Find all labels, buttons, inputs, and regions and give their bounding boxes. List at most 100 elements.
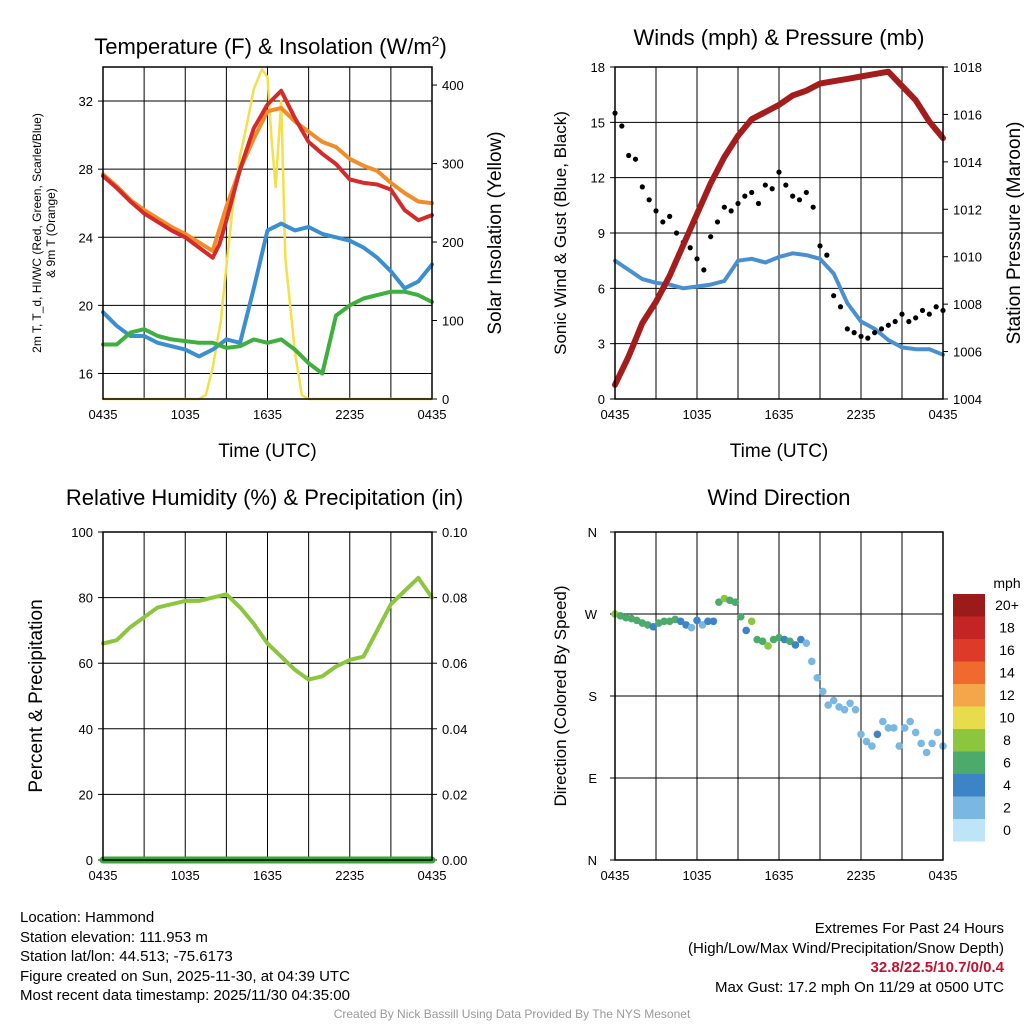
- direction-point: [900, 724, 909, 732]
- y-tick-label: 28: [79, 162, 93, 177]
- direction-point: [884, 724, 893, 732]
- direction-point: [840, 705, 849, 714]
- x-tick-label: 1635: [765, 868, 794, 883]
- gust-point: [626, 152, 632, 159]
- x-tick-label: 1635: [765, 407, 794, 422]
- direction-point: [797, 635, 805, 644]
- chart-title: Wind Direction: [707, 485, 850, 510]
- right-tick-label: 0.10: [442, 525, 467, 540]
- colorbar-swatch: [953, 661, 985, 684]
- right-tick-label: 1006: [953, 345, 982, 360]
- direction-point: [649, 622, 658, 631]
- colorbar-swatch: [953, 796, 985, 819]
- right-tick-label: 1012: [953, 202, 982, 217]
- created-text: Figure created on Sun, 2025-11-30, at 04…: [20, 967, 350, 985]
- location-text: Location: Hammond: [20, 909, 155, 926]
- right-tick-label: 0.04: [442, 722, 467, 737]
- direction-point: [928, 739, 936, 748]
- extremes-legend: (High/Low/Max Wind/Precipitation/Snow De…: [688, 939, 1004, 957]
- direction-point: [906, 717, 914, 726]
- y-axis-label: Percent & Precipitation: [26, 599, 47, 792]
- x-tick-label: 0435: [89, 868, 118, 883]
- gust-point: [878, 326, 885, 332]
- x-axis-label: Time (UTC): [730, 441, 829, 462]
- colorbar-swatch: [953, 684, 985, 707]
- colorbar-title: mph: [993, 575, 1020, 591]
- y-tick-label: 6: [598, 281, 605, 296]
- gust-point: [673, 230, 680, 236]
- direction-point: [862, 737, 871, 746]
- direction-point: [879, 717, 887, 726]
- plot-border: [102, 531, 433, 861]
- right-axis-label: Station Pressure (Maroon): [1004, 122, 1024, 345]
- right-tick-label: 0.06: [442, 656, 467, 671]
- x-tick-label: 2235: [847, 407, 876, 422]
- gust-point: [926, 311, 932, 317]
- winds-panel: 0435 1035 1635 2235 043503691215181004100610…: [551, 25, 1024, 462]
- gust-point: [714, 219, 721, 225]
- colorbar-swatch: [953, 706, 985, 729]
- direction-tick-label: N: [588, 525, 597, 540]
- x-tick-label: 0435: [418, 868, 447, 883]
- y-tick-label: 40: [79, 722, 93, 737]
- chart-title: Temperature (F) & Insolation (W/m2): [94, 33, 447, 59]
- right-tick-label: 1004: [953, 392, 982, 407]
- right-tick-label: 300: [442, 157, 464, 172]
- gust-point: [899, 311, 905, 317]
- gust-point: [810, 204, 816, 210]
- gust-point: [913, 315, 919, 321]
- right-tick-label: 0: [442, 392, 449, 407]
- x-tick-label: 1035: [171, 407, 200, 422]
- y-tick-label: 0: [86, 853, 93, 868]
- direction-point: [917, 739, 925, 748]
- colorbar-label: 4: [1003, 777, 1011, 793]
- gust-point: [639, 184, 645, 190]
- direction-point: [873, 730, 882, 739]
- right-tick-label: 0.08: [442, 591, 467, 606]
- right-tick-label: 0.00: [442, 853, 467, 868]
- x-tick-label: 0435: [601, 407, 630, 422]
- dewpoint-line: [101, 289, 434, 376]
- direction-point: [813, 673, 822, 682]
- y-tick-label: 16: [79, 366, 93, 381]
- temperature-9m-line: [101, 105, 434, 253]
- chart-title: Relative Humidity (%) & Precipitation (i…: [66, 485, 463, 510]
- x-tick-label: 2235: [335, 407, 364, 422]
- plot-border: [102, 66, 433, 400]
- colorbar-label: 12: [999, 687, 1015, 703]
- wind-direction-panel: 0435 1035 1635 2235 0435 N E S W N Wind Direction D…: [551, 485, 1021, 883]
- direction-point: [747, 617, 756, 626]
- gust-point: [694, 256, 700, 262]
- direction-tick-label: E: [588, 771, 597, 786]
- direction-point: [758, 637, 767, 646]
- y-axis-label-line2: & 9m T (Orange): [44, 188, 58, 278]
- y-axis-label: Direction (Colored By Speed): [551, 585, 570, 806]
- gust-point: [742, 193, 748, 199]
- y-tick-label: 32: [79, 94, 93, 109]
- right-axis-label: Solar Insolation (Yellow): [485, 131, 506, 334]
- gust-point: [844, 326, 850, 332]
- direction-point: [715, 598, 723, 606]
- direction-point: [736, 612, 745, 621]
- x-tick-label: 0435: [929, 868, 958, 883]
- y-tick-label: 15: [591, 115, 605, 130]
- title-end: ): [439, 34, 446, 59]
- right-tick-label: 1014: [953, 155, 982, 170]
- direction-point: [922, 748, 931, 757]
- y-tick-label: 20: [79, 787, 93, 802]
- station-pressure-line: [612, 68, 946, 388]
- gust-point: [701, 267, 707, 273]
- gust-point: [851, 330, 857, 336]
- direction-point: [846, 699, 854, 708]
- x-tick-label: 1635: [253, 407, 282, 422]
- gust-point: [667, 213, 673, 219]
- gust-point: [728, 208, 734, 214]
- right-tick-label: 0.02: [442, 787, 467, 802]
- gust-point: [646, 197, 652, 203]
- y-tick-label: 24: [79, 230, 93, 245]
- y-tick-label: 12: [591, 171, 605, 186]
- colorbar-swatch: [953, 639, 985, 662]
- colorbar-label: 8: [1003, 732, 1011, 748]
- direction-point: [802, 639, 811, 647]
